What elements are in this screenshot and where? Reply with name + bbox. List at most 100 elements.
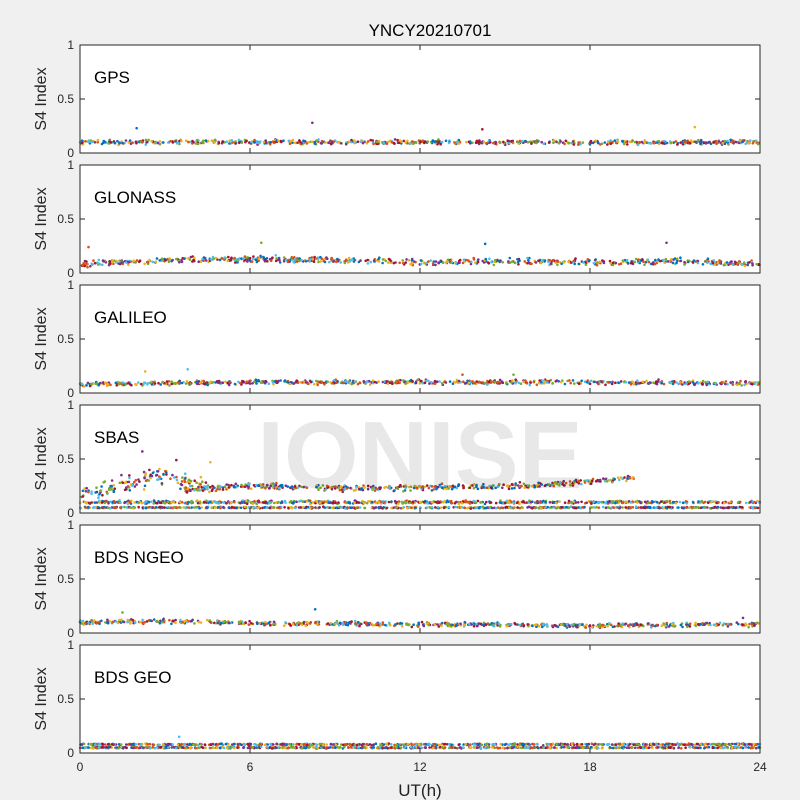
data-point — [151, 471, 155, 475]
data-point — [124, 480, 128, 484]
data-point — [250, 140, 253, 144]
data-point — [723, 142, 727, 145]
data-point — [555, 140, 558, 144]
data-point — [405, 258, 408, 261]
data-point — [100, 506, 104, 510]
data-point — [165, 473, 168, 476]
data-point — [385, 380, 389, 383]
data-point — [614, 261, 618, 265]
data-point — [440, 624, 443, 628]
data-point — [164, 258, 167, 262]
data-point — [193, 256, 196, 260]
data-point — [647, 501, 650, 505]
data-point — [513, 621, 516, 625]
data-point — [752, 622, 756, 625]
data-point — [474, 261, 477, 265]
data-point — [300, 623, 304, 626]
data-point — [288, 142, 292, 145]
data-point — [728, 623, 732, 626]
data-point — [623, 142, 626, 146]
data-point — [471, 380, 474, 383]
data-point — [124, 261, 128, 264]
data-point — [545, 381, 549, 384]
data-point — [703, 622, 706, 626]
data-point — [181, 476, 184, 479]
data-point — [643, 263, 646, 267]
data-point — [187, 506, 191, 509]
data-point — [196, 138, 199, 142]
y-tick-label: 1 — [67, 158, 74, 172]
data-point — [343, 621, 347, 625]
data-point — [258, 141, 261, 145]
data-point — [359, 259, 362, 262]
data-point — [139, 382, 143, 386]
data-point — [729, 381, 732, 384]
data-point — [159, 383, 162, 386]
data-point — [718, 621, 722, 625]
data-point — [185, 380, 189, 383]
data-point — [732, 142, 735, 145]
data-point — [161, 380, 165, 384]
data-point — [534, 141, 537, 144]
data-point — [179, 506, 182, 510]
data-point — [688, 142, 692, 145]
data-point — [226, 259, 230, 263]
data-point — [135, 383, 138, 387]
y-tick-label: 0 — [67, 146, 74, 160]
data-point — [178, 260, 181, 264]
data-point — [388, 258, 392, 261]
data-point — [221, 381, 224, 385]
data-point — [137, 505, 140, 509]
data-point — [319, 260, 322, 263]
data-point — [84, 490, 88, 493]
data-point — [123, 505, 126, 509]
data-point — [715, 142, 718, 145]
data-point — [600, 380, 603, 383]
data-point — [132, 259, 135, 263]
data-point — [398, 381, 401, 385]
data-point — [120, 473, 123, 477]
data-point — [289, 624, 293, 627]
data-point — [699, 623, 702, 626]
data-point — [323, 383, 326, 386]
data-point — [133, 501, 136, 504]
data-point — [233, 382, 237, 386]
data-point — [509, 622, 513, 626]
data-point — [473, 382, 477, 385]
y-tick-label: 1 — [67, 518, 74, 532]
data-point — [542, 142, 546, 145]
data-point — [96, 138, 100, 142]
data-point — [500, 380, 504, 383]
data-point — [183, 472, 187, 476]
data-point — [720, 381, 723, 384]
data-point — [329, 381, 332, 384]
data-point — [706, 261, 709, 265]
data-point — [487, 380, 491, 384]
data-point — [709, 623, 712, 627]
data-point — [624, 500, 628, 504]
data-point — [619, 623, 623, 627]
plot-area — [80, 645, 760, 753]
data-point — [137, 501, 140, 505]
data-point — [605, 480, 609, 483]
data-point — [384, 623, 387, 627]
data-point — [409, 379, 412, 383]
data-point — [272, 382, 275, 386]
data-point — [589, 482, 593, 486]
data-point — [673, 257, 677, 260]
data-point — [81, 263, 84, 267]
data-point — [172, 505, 176, 509]
data-point — [467, 382, 471, 385]
data-point — [606, 143, 609, 146]
scatter-points — [78, 121, 760, 147]
data-point — [243, 505, 247, 509]
data-point — [577, 141, 580, 144]
data-point — [203, 256, 207, 260]
data-point — [679, 256, 682, 260]
data-point — [160, 257, 164, 261]
data-point — [654, 506, 657, 510]
data-point — [183, 257, 186, 261]
data-point — [358, 624, 361, 628]
data-point — [186, 480, 189, 484]
